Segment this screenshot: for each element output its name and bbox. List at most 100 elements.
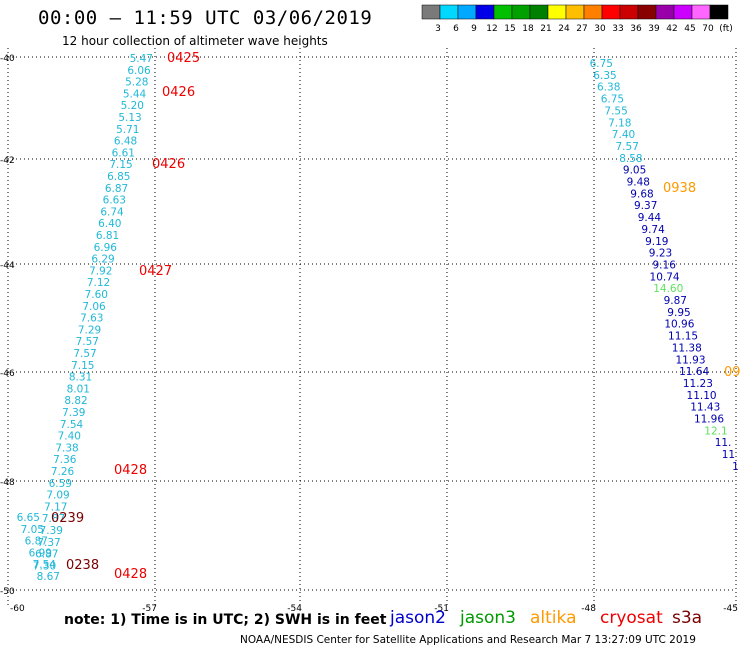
swh-value-left: 7.40 — [58, 431, 81, 443]
swh-value-left: 7.63 — [80, 313, 103, 325]
swh-value-left: 7.29 — [78, 324, 101, 336]
pass-time-label: 0425 — [167, 51, 200, 66]
swh-value-left: 7.30 — [33, 560, 56, 572]
colorbar-label: 18 — [522, 24, 534, 34]
swh-value-right: 7.18 — [608, 117, 631, 129]
swh-value-right: 12.1 — [704, 425, 727, 437]
swh-value-left: 6.87 — [35, 549, 58, 561]
colorbar-swatch — [655, 4, 675, 20]
colorbar-swatch — [493, 4, 513, 20]
swh-value-left: 6.48 — [114, 136, 137, 148]
swh-value-left: 7.12 — [87, 277, 110, 289]
swh-value-right: 9.74 — [641, 224, 665, 236]
swh-value-right: 11.38 — [672, 342, 702, 354]
swh-value-left: 6.87 — [105, 183, 128, 195]
swh-value-right: 14.60 — [653, 283, 683, 295]
swh-value-left: 6.96 — [94, 242, 118, 254]
pass-time-label: 0938 — [663, 181, 696, 196]
swh-value-right: 6.35 — [593, 70, 616, 82]
lon-tick-label: -57 — [142, 604, 157, 614]
swh-value-left: 6.40 — [98, 218, 121, 230]
colorbar-swatch — [691, 4, 711, 20]
swh-value-right: 11.96 — [694, 414, 724, 426]
colorbar-label: 9 — [471, 24, 477, 34]
swh-value-right: 9.48 — [627, 177, 650, 189]
swh-value-left: 5.44 — [123, 88, 147, 100]
swh-value-left: 6.59 — [49, 478, 72, 490]
swh-value-right: 9.23 — [649, 248, 672, 260]
swh-value-left: 7.09 — [46, 490, 69, 502]
swh-value-left: 8.82 — [64, 395, 87, 407]
colorbar-swatch — [583, 4, 603, 20]
swh-value-right: 11.64 — [679, 366, 709, 378]
map-subtitle: 12 hour collection of altimeter wave hei… — [62, 34, 328, 48]
swh-value-right: 11.10 — [687, 390, 717, 402]
swh-value-left: 5.47 — [130, 53, 153, 65]
swh-value-right: 6.75 — [601, 94, 624, 106]
swh-value-right: 8.58 — [619, 153, 642, 165]
lon-tick-label: -54 — [287, 604, 302, 614]
colorbar-swatch — [637, 4, 657, 20]
swh-value-left: 7.17 — [44, 501, 67, 513]
swh-value-right: 6.38 — [597, 82, 620, 94]
swh-value-left-secondary: 6.65 — [17, 512, 40, 524]
footer-credit: NOAA/NESDIS Center for Satellite Applica… — [240, 634, 696, 646]
lon-tick-label: -51 — [434, 604, 449, 614]
swh-value-left-secondary: 8.67 — [37, 571, 60, 583]
swh-value-left: 7.15 — [71, 360, 94, 372]
colorbar-label: 24 — [558, 24, 570, 34]
swh-value-left: 5.71 — [116, 124, 139, 136]
colorbar-swatch — [673, 4, 693, 20]
colorbar-swatch — [439, 4, 459, 20]
swh-value-right: 9.16 — [653, 259, 677, 271]
swh-value-left: 6.85 — [107, 171, 130, 183]
pass-time-label: 09 — [724, 365, 740, 380]
colorbar-swatch — [565, 4, 585, 20]
colorbar-swatch — [601, 4, 621, 20]
colorbar-label: 45 — [684, 24, 695, 34]
swh-value-right: 9.19 — [645, 236, 668, 248]
legend-jason3: jason3 — [460, 608, 516, 628]
swh-value-left: 7.37 — [37, 537, 60, 549]
pass-time-label: 0426 — [162, 85, 195, 100]
swh-value-left: 7.60 — [85, 289, 108, 301]
pass-time-label: 0428 — [114, 567, 147, 582]
swh-value-left: 7.36 — [53, 454, 77, 466]
swh-value-left: 5.28 — [125, 77, 148, 89]
swh-value-left: 7.38 — [55, 442, 78, 454]
colorbar-label: 42 — [666, 24, 677, 34]
swh-value-right: 9.44 — [638, 212, 662, 224]
swh-value-left: 7.39 — [62, 407, 85, 419]
swh-value-right: 6.75 — [590, 58, 613, 70]
swh-value-left: 6.81 — [96, 230, 119, 242]
swh-value-left: 8.31 — [69, 372, 92, 384]
swh-value-right: 11.93 — [675, 354, 705, 366]
swh-value-left: 6.29 — [91, 254, 114, 266]
pass-time-label: 0426 — [152, 157, 185, 172]
colorbar-label: 21 — [540, 24, 551, 34]
swh-value-right: 7.55 — [604, 105, 627, 117]
colorbar-label: 33 — [612, 24, 623, 34]
colorbar-label: 30 — [594, 24, 606, 34]
swh-value-right: 7.40 — [612, 129, 635, 141]
swh-value-left: 6.06 — [127, 65, 151, 77]
swh-value-right: 9.68 — [630, 188, 653, 200]
pass-time-label: 0427 — [139, 264, 172, 279]
colorbar-swatch — [619, 4, 639, 20]
swh-value-left: 8.01 — [67, 383, 90, 395]
swh-value-right: 11.43 — [690, 402, 720, 414]
colorbar-swatch — [709, 4, 729, 20]
lat-tick-label: -42 — [0, 156, 15, 166]
lon-tick-label: -60 — [10, 604, 25, 614]
swh-value-left: 7.57 — [73, 348, 96, 360]
colorbar-label: 12 — [486, 24, 497, 34]
colorbar-swatch — [529, 4, 549, 20]
legend-s3a: s3a — [672, 608, 703, 628]
swh-value-right: 10.96 — [664, 319, 694, 331]
colorbar-label: 15 — [504, 24, 515, 34]
swh-value-right: 11.15 — [668, 331, 698, 343]
swh-value-right: 9.87 — [664, 295, 687, 307]
swh-value-left-secondary: 6.87 — [25, 536, 48, 548]
